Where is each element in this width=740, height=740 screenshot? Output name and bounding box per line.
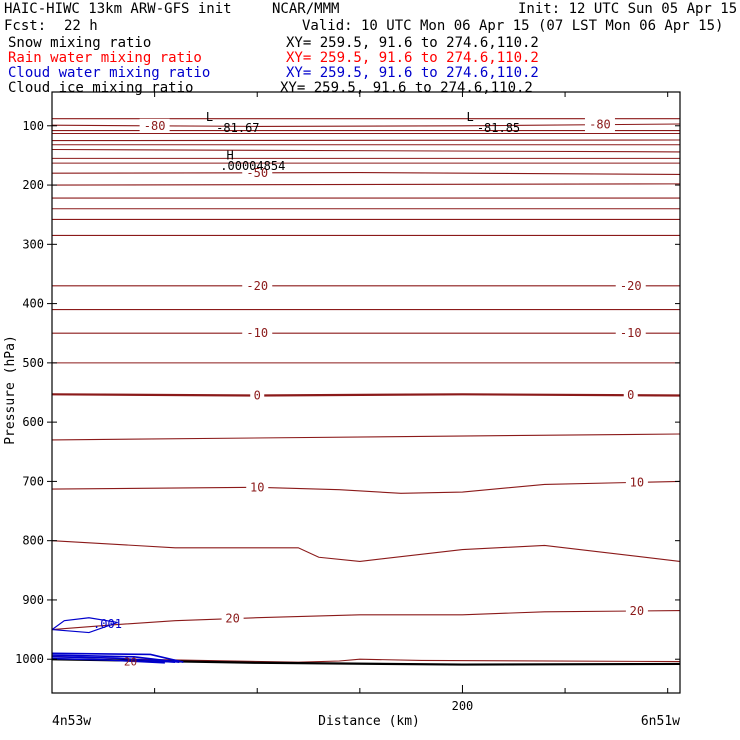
org-label: NCAR/MMM [272,1,340,17]
field-name-snow: Snow mixing ratio [8,35,152,51]
fcst-value: 22 h [64,18,98,34]
y-tick-label: 300 [22,237,44,251]
contour-label: 20 [225,612,239,626]
y-tick-label: 400 [22,297,44,311]
cloud-water-contour [51,617,118,634]
contour-label-bg [615,326,646,341]
contour-label-bg [625,475,648,490]
y-tick-label: 200 [22,178,44,192]
contour-label-bg [623,388,638,403]
annotation: L [206,110,213,124]
plot-frame [51,91,681,694]
fcst-label: Fcst: [4,18,47,34]
field-xy-rain: XY= 259.5, 91.6 to 274.6,110.2 [286,50,539,66]
contour-label: 10 [250,480,264,494]
contour-label: 20 [630,604,644,618]
y-tick-label: 1000 [15,652,44,666]
cloud-water-contour [51,657,165,664]
cloud-water-contours: .001 [51,617,184,664]
y-tick-label: 700 [22,474,44,488]
contour-label: -80 [144,119,166,133]
isotherm-10 [51,480,681,494]
contour-label: -50 [246,166,268,180]
y-tick-label: 500 [22,356,44,370]
contour-label-bg [139,118,170,133]
annotation: L [467,110,474,124]
cloud-water-contour [51,652,184,663]
contour-label: -10 [246,326,268,340]
contour-label-bg [250,388,265,403]
contour-labels: -80 -80-50-20 -20-10 -100 010 102020L-81.67L-… [124,110,648,669]
y-tick-label: 100 [22,119,44,133]
isotherm--50 [51,172,681,175]
start-point-label: 4n53w [52,714,91,729]
annotation: H [226,148,233,162]
contour-label: -20 [620,279,642,293]
contour-label-bg [584,117,615,132]
isotherm [51,183,681,186]
cloud-water-contour [51,656,176,663]
valid-time: Valid: 10 UTC Mon 06 Apr 15 (07 LST Mon … [302,18,724,34]
contour-label: -80 [589,118,611,132]
field-name-cloud-water: Cloud water mixing ratio [8,65,211,81]
cloud-water-contour [51,654,180,663]
x-tick-label: 200 [452,699,474,713]
annotation: -81.67 [216,121,259,135]
x-axis-title: Distance (km) [318,714,420,729]
annotation: .00004854 [220,159,285,173]
surface-contour-label: 20 [124,656,137,669]
contour-label-bg [242,278,273,293]
contour-label: -20 [246,279,268,293]
y-tick-label: 900 [22,593,44,607]
contour-label-bg [242,326,273,341]
isotherm [51,540,681,562]
contour-label: 0 [627,388,634,402]
annotation: -81.85 [477,121,520,135]
field-name-rain: Rain water mixing ratio [8,50,202,66]
contour-label: 0 [254,388,261,402]
isotherm-0 [51,393,681,397]
end-point-label: 6n51w [641,714,680,729]
y-tick-label: 800 [22,534,44,548]
temperature-contours [51,118,681,666]
contour-label-bg [615,278,646,293]
isotherm--60 [51,148,681,153]
y-tick-label: 600 [22,415,44,429]
isotherm--70 [51,139,681,142]
contour-label: -10 [620,326,642,340]
field-xy-snow: XY= 259.5, 91.6 to 274.6,110.2 [286,35,539,51]
y-axis-title: Pressure (hPa) [3,335,18,445]
contour-label: 10 [630,475,644,489]
field-xy-cloud-water: XY= 259.5, 91.6 to 274.6,110.2 [286,65,539,81]
init-time: Init: 12 UTC Sun 05 Apr 15 [518,1,738,17]
contour-label-bg [221,611,244,626]
contour-label-bg [242,165,273,180]
isotherm-20 [51,610,681,631]
cloud-water-label: .001 [93,617,122,631]
contour-label-bg [625,603,648,618]
model-title: HAIC-HIWC 13km ARW-GFS init [4,1,232,17]
contour-label-bg [246,480,269,495]
isotherm [51,433,681,441]
